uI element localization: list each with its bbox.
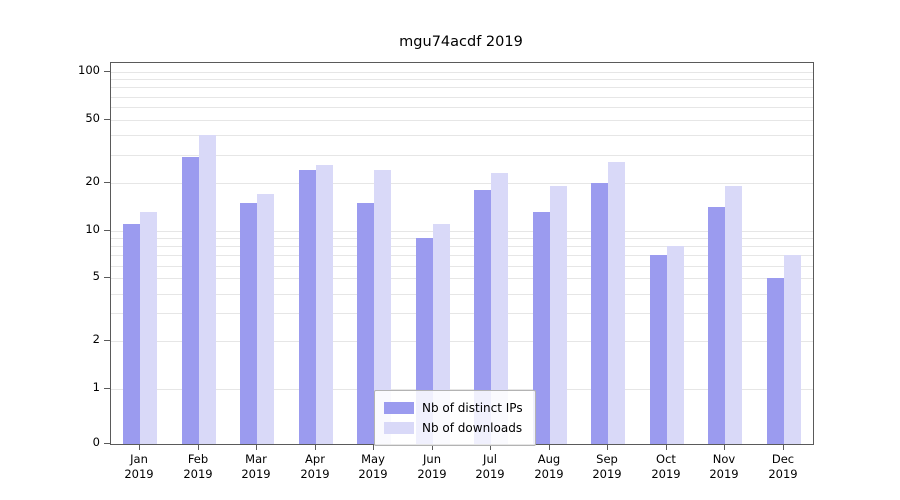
y-grid-line (111, 97, 813, 98)
bar-downloads (667, 246, 684, 444)
x-tick-mark (724, 445, 725, 450)
x-tick-label: Apr 2019 (300, 452, 330, 481)
x-tick-label: Sep 2019 (592, 452, 622, 481)
legend-label-distinct-ips: Nb of distinct IPs (422, 401, 523, 415)
x-tick-label: May 2019 (358, 452, 388, 481)
x-tick-mark (256, 445, 257, 450)
y-tick-mark (104, 277, 110, 278)
y-tick-mark (104, 182, 110, 183)
bar-downloads (784, 255, 801, 444)
x-tick-label: Jun 2019 (417, 452, 447, 481)
bar-distinct-ips (299, 170, 316, 444)
y-grid-line (111, 155, 813, 156)
x-tick-label: Feb 2019 (183, 452, 213, 481)
x-tick-label: Mar 2019 (241, 452, 271, 481)
bar-downloads (491, 173, 508, 444)
bar-downloads (257, 194, 274, 444)
bar-distinct-ips (357, 203, 374, 444)
bar-downloads (316, 165, 333, 444)
legend-item-distinct-ips: Nb of distinct IPs (384, 398, 523, 418)
y-grid-line (111, 294, 813, 295)
x-tick-mark (783, 445, 784, 450)
x-tick-label: Jul 2019 (475, 452, 505, 481)
legend-swatch-downloads (384, 422, 414, 434)
bar-distinct-ips (240, 203, 257, 444)
y-grid-line (111, 246, 813, 247)
x-tick-mark (432, 445, 433, 450)
x-tick-mark (373, 445, 374, 450)
y-tick-mark (104, 230, 110, 231)
y-tick-label: 50 (85, 111, 100, 125)
y-tick-label: 20 (85, 174, 100, 188)
y-tick-label: 5 (92, 269, 100, 283)
x-tick-label: Dec 2019 (768, 452, 798, 481)
y-tick-mark (104, 388, 110, 389)
y-tick-label: 2 (92, 332, 100, 346)
x-tick-mark (315, 445, 316, 450)
x-tick-label: Nov 2019 (709, 452, 739, 481)
bar-downloads (608, 162, 625, 444)
chart-title: mgu74acdf 2019 (399, 34, 523, 50)
y-grid-line (111, 341, 813, 342)
x-tick-label: Aug 2019 (534, 452, 564, 481)
y-grid-line (111, 278, 813, 279)
bar-downloads (550, 186, 567, 444)
y-grid-line (111, 389, 813, 390)
y-grid-line (111, 79, 813, 80)
bar-downloads (140, 212, 157, 444)
legend-item-downloads: Nb of downloads (384, 418, 523, 438)
x-tick-label: Jan 2019 (124, 452, 154, 481)
bar-distinct-ips (708, 207, 725, 444)
y-tick-mark (104, 119, 110, 120)
y-grid-line (111, 107, 813, 108)
plot-area: Nb of distinct IPs Nb of downloads (110, 62, 814, 446)
legend-label-downloads: Nb of downloads (422, 421, 523, 435)
x-tick-mark (490, 445, 491, 450)
bar-distinct-ips (474, 190, 491, 444)
y-tick-label: 100 (78, 63, 100, 77)
y-tick-label: 1 (92, 380, 100, 394)
x-tick-mark (139, 445, 140, 450)
y-grid-line (111, 72, 813, 73)
bar-distinct-ips (591, 183, 608, 444)
y-tick-mark (104, 443, 110, 444)
y-grid-line (111, 266, 813, 267)
y-tick-label: 10 (85, 222, 100, 236)
x-tick-mark (607, 445, 608, 450)
y-tick-mark (104, 340, 110, 341)
y-grid-line (111, 255, 813, 256)
y-grid-line (111, 313, 813, 314)
bar-distinct-ips (767, 278, 784, 444)
bar-distinct-ips (533, 212, 550, 444)
legend-swatch-distinct-ips (384, 402, 414, 414)
bar-downloads (725, 186, 742, 444)
y-grid-line (111, 87, 813, 88)
y-grid-line (111, 120, 813, 121)
x-tick-label: Oct 2019 (651, 452, 681, 481)
bar-downloads (433, 224, 450, 444)
x-tick-mark (198, 445, 199, 450)
legend: Nb of distinct IPs Nb of downloads (374, 390, 536, 446)
bar-distinct-ips (650, 255, 667, 444)
y-grid-line (111, 183, 813, 184)
bar-downloads (199, 135, 216, 444)
bar-distinct-ips (123, 224, 140, 444)
y-tick-label: 0 (92, 435, 100, 449)
y-grid-line (111, 231, 813, 232)
x-tick-mark (549, 445, 550, 450)
bar-distinct-ips (182, 157, 199, 444)
y-grid-line (111, 135, 813, 136)
y-grid-line (111, 238, 813, 239)
x-tick-mark (666, 445, 667, 450)
bar-downloads (374, 170, 391, 444)
y-tick-mark (104, 71, 110, 72)
